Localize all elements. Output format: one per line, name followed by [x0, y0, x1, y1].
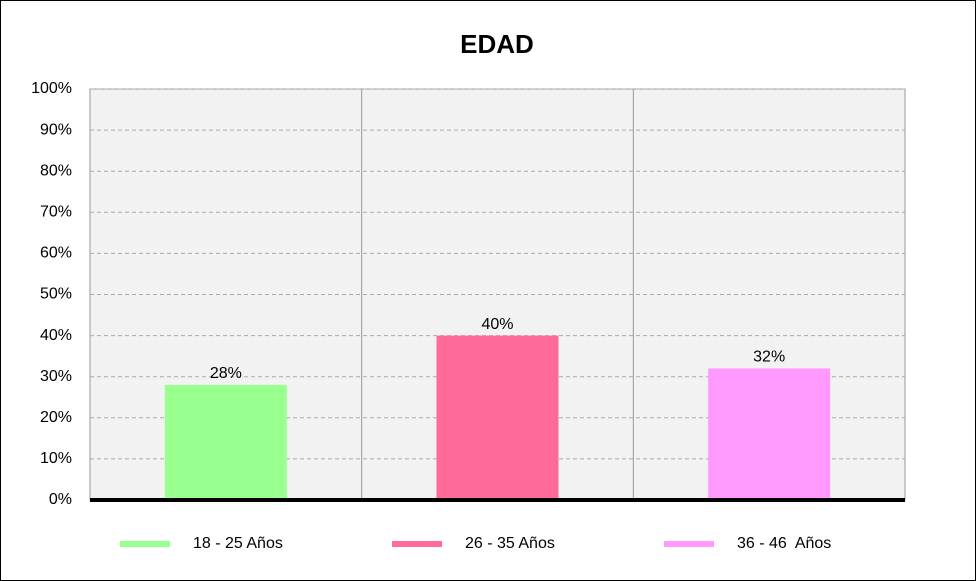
y-tick-label: 20%: [40, 409, 72, 426]
y-tick-label: 90%: [40, 121, 72, 138]
y-tick-label: 40%: [40, 327, 72, 344]
y-tick-label: 10%: [40, 450, 72, 467]
y-tick-label: 0%: [49, 491, 72, 508]
bar: [164, 384, 287, 500]
value-label: 40%: [481, 316, 513, 333]
y-tick-label: 80%: [40, 162, 72, 179]
y-tick-label: 50%: [40, 286, 72, 303]
bar: [436, 335, 559, 500]
legend-label: 18 - 25 Años: [193, 535, 283, 552]
chart-title: EDAD: [460, 29, 534, 59]
legend-label: 36 - 46 Años: [737, 535, 831, 552]
value-label: 32%: [753, 349, 785, 366]
y-tick-label: 70%: [40, 204, 72, 221]
y-tick-label: 30%: [40, 368, 72, 385]
legend-label: 26 - 35 Años: [465, 535, 555, 552]
y-tick-label: 60%: [40, 245, 72, 262]
y-tick-label: 100%: [31, 80, 72, 97]
value-label: 28%: [210, 365, 242, 382]
bar: [708, 368, 831, 500]
